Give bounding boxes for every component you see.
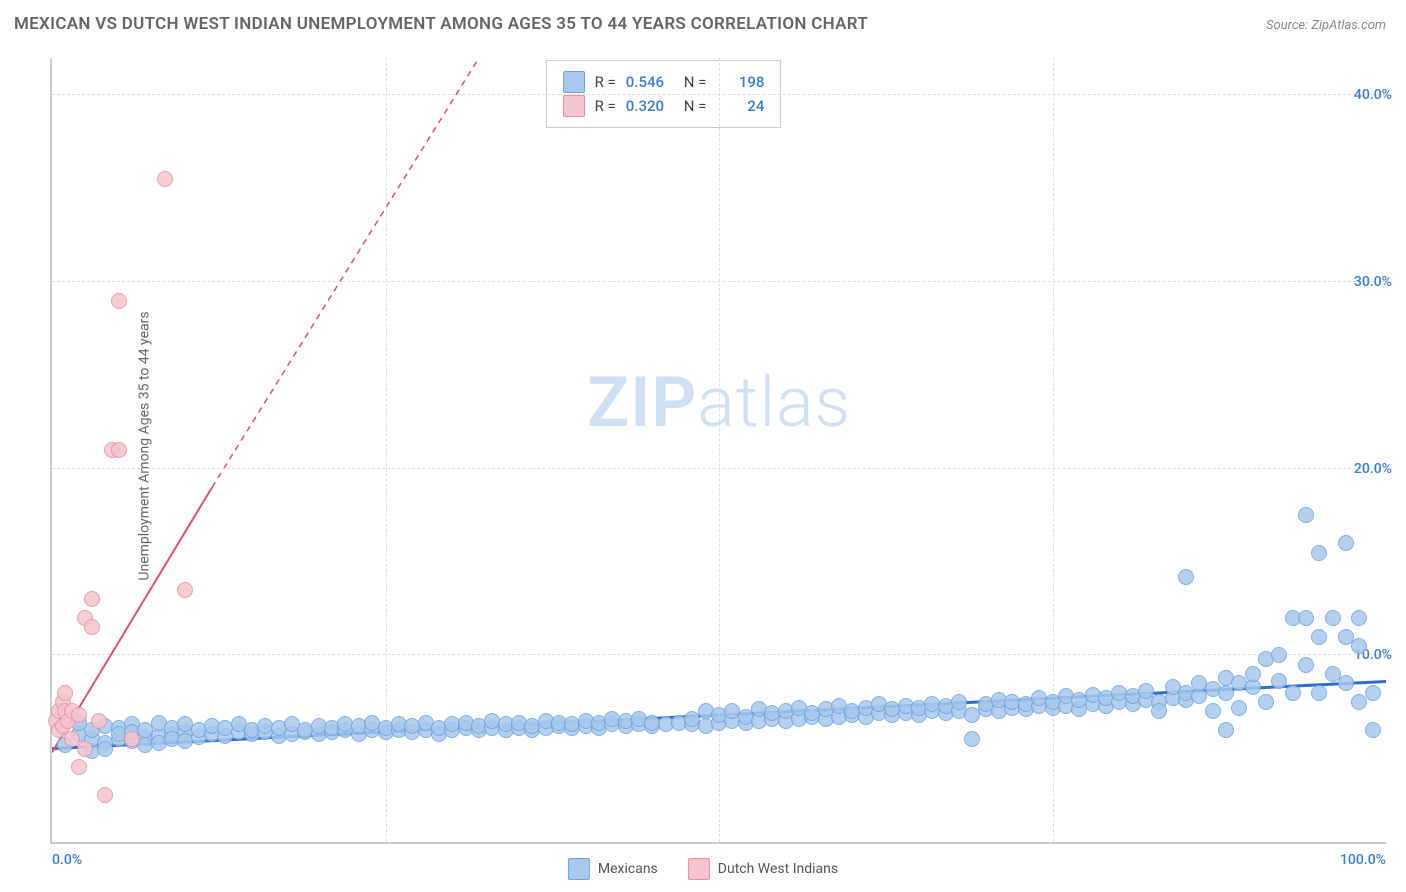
legend-item: Mexicans (568, 858, 658, 880)
scatter-point-mexicans (1298, 507, 1314, 523)
scatter-point-dutch (111, 293, 127, 309)
scatter-point-dutch (111, 442, 127, 458)
scatter-point-dutch (57, 685, 73, 701)
stat-r-value: 0.320 (626, 97, 674, 115)
scatter-point-dutch (84, 591, 100, 607)
scatter-point-dutch (124, 731, 140, 747)
scatter-point-mexicans (1205, 703, 1221, 719)
scatter-point-mexicans (1338, 675, 1354, 691)
x-tick-label: 100.0% (1340, 852, 1386, 868)
scatter-point-dutch (157, 171, 173, 187)
y-tick-label: 40.0% (1354, 87, 1392, 103)
scatter-point-mexicans (1298, 657, 1314, 673)
chart-title: MEXICAN VS DUTCH WEST INDIAN UNEMPLOYMEN… (14, 14, 868, 34)
watermark-light: atlas (697, 362, 851, 444)
stat-n-label: N = (684, 73, 707, 91)
scatter-point-dutch (77, 741, 93, 757)
scatter-point-dutch (97, 787, 113, 803)
scatter-point-mexicans (1285, 685, 1301, 701)
stat-r-label: R = (595, 97, 616, 115)
stat-n-value: 198 (716, 73, 764, 91)
scatter-point-mexicans (1138, 683, 1154, 699)
bottom-legend: Mexicans Dutch West Indians (568, 858, 838, 880)
scatter-point-dutch (71, 707, 87, 723)
legend-swatch (688, 858, 710, 880)
scatter-point-mexicans (1231, 700, 1247, 716)
y-tick-label: 20.0% (1354, 461, 1392, 477)
legend-swatch (568, 858, 590, 880)
stats-row: R = 0.546 N = 198 (563, 71, 765, 93)
x-tick-label: 0.0% (52, 852, 82, 868)
scatter-point-mexicans (1178, 569, 1194, 585)
stat-n-value: 24 (716, 97, 764, 115)
stat-r-label: R = (595, 73, 616, 91)
stats-row: R = 0.320 N = 24 (563, 95, 765, 117)
stats-swatch (563, 71, 585, 93)
scatter-point-mexicans (1151, 703, 1167, 719)
scatter-point-mexicans (1338, 535, 1354, 551)
scatter-point-dutch (91, 713, 107, 729)
stat-r-value: 0.546 (626, 73, 674, 91)
scatter-point-mexicans (1311, 685, 1327, 701)
scatter-point-dutch (71, 759, 87, 775)
scatter-point-mexicans (1351, 610, 1367, 626)
trend-line (212, 58, 479, 487)
chart-container: MEXICAN VS DUTCH WEST INDIAN UNEMPLOYMEN… (0, 0, 1406, 892)
scatter-point-mexicans (1325, 610, 1341, 626)
y-tick-label: 30.0% (1354, 274, 1392, 290)
plot-region: ZIPatlas R =0.546N =198R =0.320N =24 10.… (50, 58, 1386, 844)
scatter-point-mexicans (1258, 694, 1274, 710)
stat-n-label: N = (684, 97, 707, 115)
scatter-point-mexicans (1311, 629, 1327, 645)
gridline-vertical (1053, 58, 1054, 842)
chart-area: ZIPatlas R =0.546N =198R =0.320N =24 10.… (50, 58, 1386, 844)
scatter-point-mexicans (1245, 666, 1261, 682)
scatter-point-mexicans (1311, 545, 1327, 561)
legend-item: Dutch West Indians (688, 858, 838, 880)
legend-label: Dutch West Indians (718, 861, 838, 877)
scatter-point-dutch (84, 619, 100, 635)
stats-swatch (563, 95, 585, 117)
scatter-point-dutch (177, 582, 193, 598)
scatter-point-mexicans (1271, 647, 1287, 663)
scatter-point-mexicans (1271, 673, 1287, 689)
scatter-point-mexicans (1351, 638, 1367, 654)
scatter-point-mexicans (1365, 685, 1381, 701)
legend-label: Mexicans (598, 861, 658, 877)
scatter-point-mexicans (1365, 722, 1381, 738)
scatter-point-mexicans (1218, 722, 1234, 738)
watermark-bold: ZIP (587, 362, 697, 444)
scatter-point-mexicans (964, 731, 980, 747)
scatter-point-mexicans (1298, 610, 1314, 626)
source-attribution: Source: ZipAtlas.com (1266, 18, 1386, 33)
scatter-point-mexicans (951, 694, 967, 710)
